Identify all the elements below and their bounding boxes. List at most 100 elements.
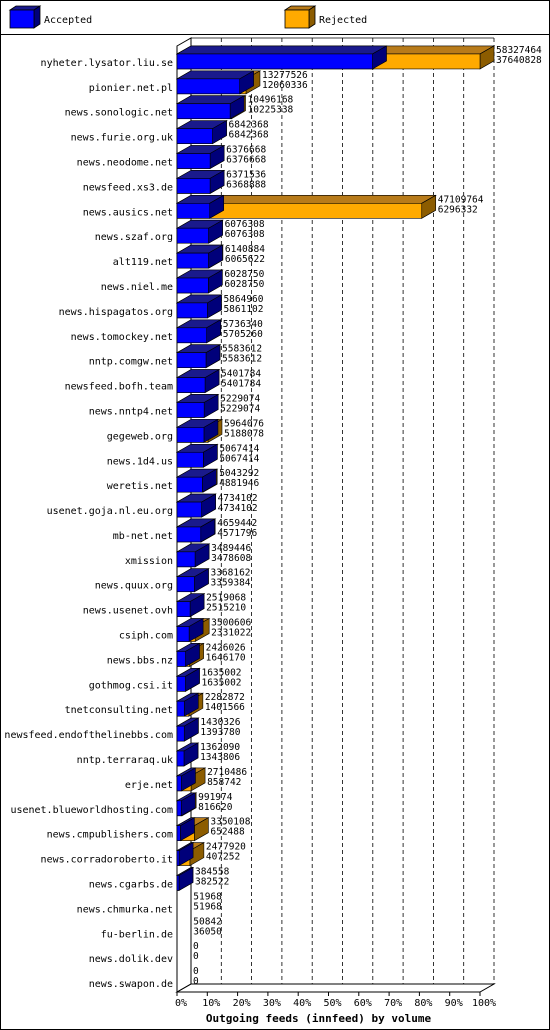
- bar-group-12: [175, 344, 222, 369]
- bar-group-27: [175, 717, 200, 742]
- category-label: news.szaf.org: [95, 232, 173, 243]
- value-label-accepted: 6076308: [225, 229, 265, 240]
- bar-accepted-29-front: [176, 775, 182, 792]
- value-label-rejected: 1635002: [201, 667, 241, 678]
- value-label-rejected: 3500606: [211, 618, 251, 629]
- value-label-rejected: 6371536: [226, 169, 266, 180]
- value-label-rejected: 2710486: [207, 767, 247, 778]
- category-label: newsfeed.endofthelinebbs.com: [4, 730, 173, 741]
- category-label: gothmog.csi.it: [89, 680, 173, 691]
- bar-group-14: [175, 393, 220, 418]
- bar-accepted-13-front: [176, 377, 206, 393]
- bar-group-10: [175, 294, 223, 319]
- value-label-rejected: 5229074: [220, 393, 260, 404]
- value-label-accepted: 0: [193, 951, 199, 962]
- legend-swatch-rejected: [284, 9, 310, 29]
- value-label-rejected: 4734102: [218, 493, 258, 504]
- bar-accepted-16-front: [176, 451, 204, 468]
- bar-accepted-26-front: [176, 700, 185, 717]
- value-label-rejected: 5401784: [221, 369, 261, 380]
- bar-accepted-19-front: [176, 526, 202, 543]
- bar-group-28: [175, 742, 200, 767]
- value-label-rejected: 2426026: [206, 642, 246, 653]
- bar-group-31: [175, 817, 210, 842]
- category-label: news.hispagatos.org: [59, 307, 173, 318]
- bar-accepted-14-front: [176, 402, 205, 418]
- value-label-accepted: 6065622: [225, 254, 265, 265]
- value-label-rejected: 3368162: [210, 568, 250, 579]
- value-label-accepted: 816620: [198, 802, 233, 813]
- category-label: news.nntp4.net: [89, 406, 173, 417]
- category-label: usenet.goja.nl.eu.org: [47, 506, 173, 517]
- legend-swatch-accepted: [9, 9, 35, 29]
- bar-group-8: [175, 244, 225, 269]
- value-label-rejected: 0: [193, 941, 199, 952]
- bar-group-13: [175, 369, 221, 394]
- category-label: news.furie.org.uk: [71, 133, 173, 144]
- legend-label-accepted: Accepted: [44, 15, 92, 26]
- legend-swatch-side: [33, 5, 41, 29]
- value-label-accepted: 10225338: [248, 105, 294, 116]
- category-label: nntp.terraraq.uk: [77, 755, 173, 766]
- category-label: news.cgarbs.de: [89, 879, 173, 890]
- value-label-accepted: 1646170: [206, 652, 246, 663]
- value-label-rejected: 2519068: [206, 593, 246, 604]
- category-label: xmission: [125, 556, 173, 567]
- bar-accepted-17-front: [176, 476, 203, 493]
- category-label: news.swapon.de: [89, 979, 173, 990]
- bar-accepted-0-top: [175, 45, 388, 55]
- x-tick-label: 40%: [293, 998, 311, 1009]
- category-label: newsfeed.bofh.team: [65, 382, 173, 393]
- value-label-rejected: 5864960: [223, 294, 263, 305]
- legend-item-rejected: Rejected: [283, 5, 367, 29]
- category-label: newsfeed.xs3.de: [83, 182, 173, 193]
- bar-accepted-12-front: [176, 352, 207, 368]
- legend-swatch-side: [308, 5, 316, 29]
- value-label-accepted: 5401784: [221, 379, 261, 390]
- category-label: tnetconsulting.net: [65, 705, 173, 716]
- x-tick-label: 10%: [202, 998, 220, 1009]
- x-tick-label: 100%: [472, 998, 496, 1009]
- bar-group-26: [175, 692, 204, 717]
- x-tick-label: 20%: [233, 998, 251, 1009]
- bar-group-25: [175, 667, 201, 692]
- value-label-accepted: 3359384: [210, 578, 250, 589]
- value-label-accepted: 5229074: [220, 403, 260, 414]
- value-label-rejected: 384558: [195, 866, 230, 877]
- category-label: news.bbs.nz: [107, 655, 173, 666]
- category-label: news.chmurka.net: [77, 904, 173, 915]
- bar-group-4: [175, 145, 226, 170]
- bar-accepted-22-front: [176, 601, 191, 617]
- bar-accepted-8-front: [176, 252, 209, 269]
- value-label-rejected: 5043292: [219, 468, 259, 479]
- category-label: news.tomockey.net: [71, 332, 173, 343]
- bar-accepted-4-front: [176, 153, 211, 169]
- category-label: fu-berlin.de: [101, 929, 173, 940]
- value-label-accepted: 36050: [193, 926, 222, 937]
- category-label: news.cmpublishers.com: [47, 830, 173, 841]
- bar-accepted-0-front: [176, 53, 373, 70]
- bar-group-19: [175, 518, 217, 543]
- value-label-rejected: 5736340: [223, 319, 263, 330]
- value-label-accepted: 6368888: [226, 179, 266, 190]
- bar-group-33: [175, 866, 195, 891]
- value-label-accepted: 1401566: [205, 702, 245, 713]
- category-label: mb-net.net: [113, 531, 173, 542]
- bar-accepted-10-front: [176, 302, 208, 319]
- floor: [175, 983, 496, 993]
- value-label-rejected: 1430326: [200, 717, 240, 728]
- x-tick-label: 30%: [263, 998, 281, 1009]
- bar-accepted-1-front: [176, 78, 240, 95]
- bar-group-29: [175, 767, 207, 792]
- bar-accepted-24-front: [176, 651, 186, 667]
- bar-group-30: [175, 792, 198, 817]
- bar-group-1: [175, 70, 262, 95]
- category-label: nyheter.lysator.liu.se: [41, 58, 173, 69]
- x-tick-label: 90%: [445, 998, 463, 1009]
- bar-group-2: [175, 95, 247, 120]
- legend-item-accepted: Accepted: [8, 5, 92, 29]
- bar-accepted-2-front: [176, 103, 231, 120]
- bar-accepted-27-front: [176, 725, 185, 742]
- value-label-accepted: 4881946: [219, 478, 259, 489]
